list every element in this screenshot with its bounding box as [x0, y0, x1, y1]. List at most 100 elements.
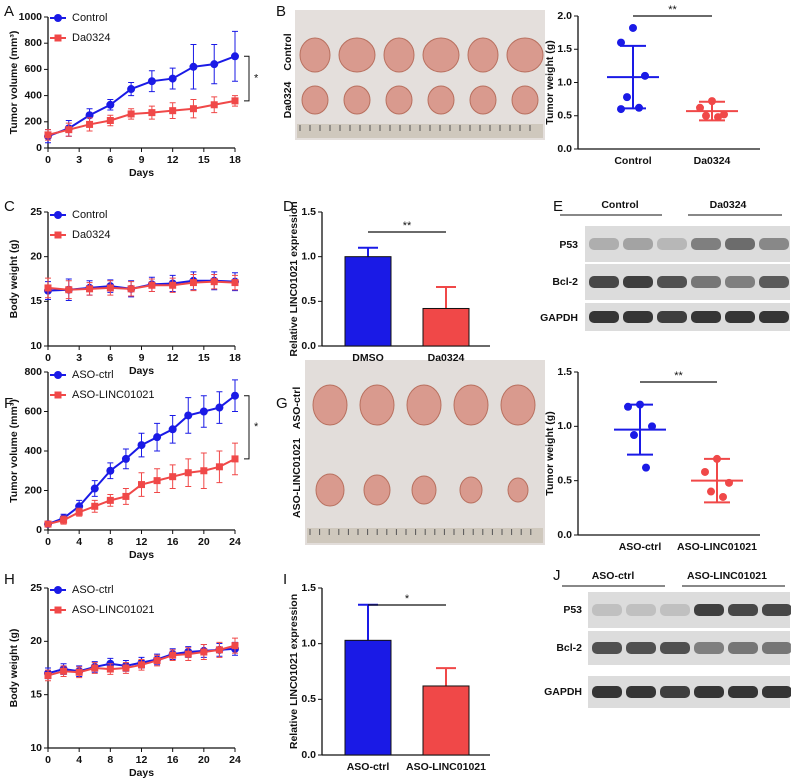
marker: [85, 111, 94, 120]
marker: [169, 281, 177, 289]
y-tick-label: 15: [30, 688, 42, 700]
blot-band: [691, 276, 721, 288]
tumor: [315, 473, 345, 507]
y-tick-label: 1.5: [301, 582, 316, 594]
marker: [127, 285, 135, 293]
x-tick-label: 3: [76, 154, 82, 166]
marker: [189, 279, 197, 287]
point: [641, 71, 649, 80]
blot-strip: [585, 226, 790, 262]
x-tick-label: 15: [198, 154, 210, 166]
tumor: [406, 384, 442, 426]
blot-band: [592, 642, 622, 654]
x-tick-label: 9: [139, 352, 145, 364]
marker: [44, 520, 52, 528]
marker: [210, 101, 218, 109]
x-tick-label: ASO-ctrl: [347, 761, 390, 773]
point: [623, 93, 631, 102]
tumor: [299, 37, 331, 73]
point: [720, 110, 728, 119]
tumor: [511, 85, 539, 115]
marker: [153, 657, 161, 665]
marker: [86, 285, 94, 293]
x-tick-label: 24: [229, 536, 241, 548]
panel-letter: H: [4, 571, 15, 588]
x-tick-label: 9: [139, 154, 145, 166]
blot-band: [694, 604, 724, 616]
bar: [344, 256, 392, 347]
legend-marker: [54, 14, 62, 22]
y-tick-label: 10: [30, 340, 42, 352]
x-tick-label: ASO-ctrl: [619, 541, 662, 553]
x-tick-label: 0: [45, 754, 51, 766]
tumor: [459, 476, 483, 504]
blot-e: E Control Da0324 P53 Bcl-2 GAPDH: [540, 198, 782, 324]
group-label: Da0324: [710, 199, 747, 211]
marker: [122, 492, 130, 500]
marker: [127, 110, 135, 118]
y-tick-label: 0: [36, 142, 42, 154]
x-tick-label: 4: [76, 536, 82, 548]
marker: [189, 105, 197, 113]
blot-band: [728, 642, 758, 654]
blot-band: [694, 642, 724, 654]
marker: [231, 279, 239, 287]
marker: [231, 391, 239, 400]
error-bar: [436, 286, 456, 309]
marker: [138, 661, 145, 669]
sd-bar: [620, 44, 646, 110]
y-tick-label: 1.5: [301, 206, 316, 218]
blot-band: [762, 686, 791, 698]
legend-label: Da0324: [72, 229, 111, 241]
row-label: Control: [282, 33, 294, 70]
marker: [137, 441, 146, 450]
legend-marker: [54, 34, 62, 42]
y-tick-label: 2.0: [557, 10, 572, 22]
y-tick-label: 800: [24, 37, 42, 49]
blot-band: [592, 686, 622, 698]
row-label: ASO-LINC01021: [291, 438, 303, 518]
photo-background: [295, 10, 545, 140]
blot-band: [725, 311, 755, 323]
photo-b: B Control Da0324: [276, 3, 545, 140]
x-tick-label: 20: [198, 536, 210, 548]
y-tick-label: 1.0: [557, 420, 572, 432]
point: [701, 467, 709, 476]
x-tick-label: 8: [107, 754, 113, 766]
marker: [169, 473, 177, 481]
x-tick-label: 4: [76, 754, 82, 766]
series-line: [47, 55, 236, 138]
y-axis-label: Relative LINC01021 expression: [288, 594, 300, 749]
legend-label: Da0324: [72, 32, 111, 44]
blot-j: J ASO-ctrl ASO-LINC01021 P53 Bcl-2 GAPDH: [544, 567, 785, 698]
point: [702, 111, 710, 120]
error-bar: [358, 246, 378, 257]
ruler: [307, 528, 543, 543]
marker: [153, 433, 162, 442]
blot-band: [657, 311, 687, 323]
point: [719, 492, 727, 501]
tumor: [469, 85, 497, 115]
panel-letter: I: [283, 571, 287, 588]
x-tick-label: ASO-LINC01021: [677, 541, 757, 553]
panel-letter: C: [4, 198, 15, 215]
x-tick-label: 18: [229, 352, 241, 364]
marker: [106, 284, 114, 292]
x-tick-label: 12: [167, 352, 179, 364]
y-tick-label: 25: [30, 206, 42, 218]
blot-band: [626, 604, 656, 616]
row-label: Da0324: [282, 81, 294, 118]
point: [630, 431, 638, 440]
x-tick-label: 6: [107, 154, 113, 166]
point: [696, 103, 704, 112]
blot-band: [589, 276, 619, 288]
photo-g: G ASO-ctrl ASO-LINC01021: [276, 360, 545, 545]
x-tick-label: 8: [107, 536, 113, 548]
marker: [200, 648, 208, 656]
tumor: [343, 85, 371, 115]
x-tick-label: 18: [229, 154, 241, 166]
blot-band: [589, 238, 619, 250]
blot-band: [759, 238, 789, 250]
point: [648, 422, 656, 431]
marker: [86, 120, 94, 128]
